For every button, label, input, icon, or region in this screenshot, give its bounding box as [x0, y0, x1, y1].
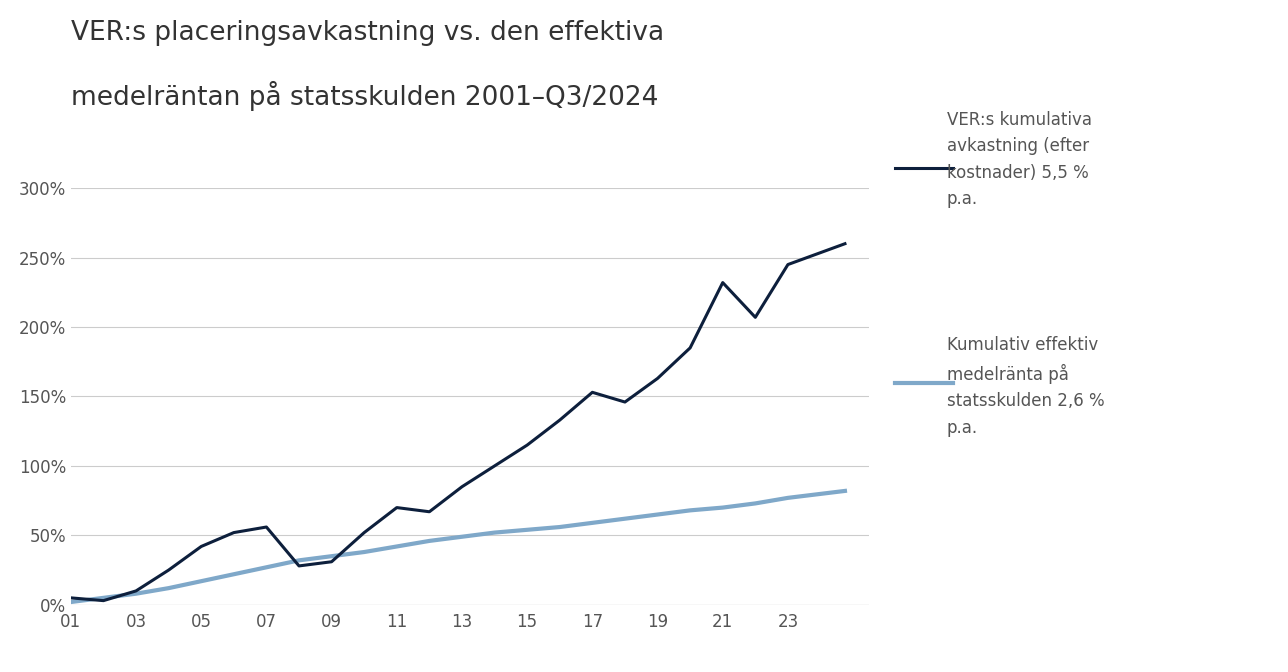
- VER:s kumulativa
avkastning (efter
kostnader) 5,5 %
p.a.: [389, 503, 404, 511]
- VER:s kumulativa
avkastning (efter
kostnader) 5,5 %
p.a.: [455, 482, 470, 491]
- VER:s kumulativa
avkastning (efter
kostnader) 5,5 %
p.a.: [519, 441, 535, 449]
- Kumulativ effektiv
medelränta på
statsskulden 2,6 %
p.a.: [161, 584, 176, 592]
- VER:s kumulativa
avkastning (efter
kostnader) 5,5 %
p.a.: [227, 529, 242, 537]
- Kumulativ effektiv
medelränta på
statsskulden 2,6 %
p.a.: [357, 548, 372, 556]
- Kumulativ effektiv
medelränta på
statsskulden 2,6 %
p.a.: [585, 519, 600, 527]
- Kumulativ effektiv
medelränta på
statsskulden 2,6 %
p.a.: [683, 506, 698, 514]
- VER:s kumulativa
avkastning (efter
kostnader) 5,5 %
p.a.: [291, 562, 307, 570]
- VER:s kumulativa
avkastning (efter
kostnader) 5,5 %
p.a.: [553, 416, 568, 424]
- VER:s kumulativa
avkastning (efter
kostnader) 5,5 %
p.a.: [129, 587, 144, 595]
- Line: VER:s kumulativa
avkastning (efter
kostnader) 5,5 %
p.a.: VER:s kumulativa avkastning (efter kostn…: [71, 244, 845, 601]
- VER:s kumulativa
avkastning (efter
kostnader) 5,5 %
p.a.: [161, 566, 176, 574]
- Kumulativ effektiv
medelränta på
statsskulden 2,6 %
p.a.: [747, 499, 762, 507]
- Kumulativ effektiv
medelränta på
statsskulden 2,6 %
p.a.: [95, 594, 111, 602]
- VER:s kumulativa
avkastning (efter
kostnader) 5,5 %
p.a.: [259, 523, 274, 531]
- VER:s kumulativa
avkastning (efter
kostnader) 5,5 %
p.a.: [715, 279, 730, 287]
- Text: VER:s kumulativa
avkastning (efter
kostnader) 5,5 %
p.a.: VER:s kumulativa avkastning (efter kostn…: [947, 111, 1092, 208]
- VER:s kumulativa
avkastning (efter
kostnader) 5,5 %
p.a.: [781, 261, 796, 269]
- Kumulativ effektiv
medelränta på
statsskulden 2,6 %
p.a.: [421, 537, 437, 545]
- Text: Kumulativ effektiv
medelränta på
statsskulden 2,6 %
p.a.: Kumulativ effektiv medelränta på statssk…: [947, 336, 1104, 437]
- Kumulativ effektiv
medelränta på
statsskulden 2,6 %
p.a.: [389, 542, 404, 550]
- VER:s kumulativa
avkastning (efter
kostnader) 5,5 %
p.a.: [585, 388, 600, 396]
- VER:s kumulativa
avkastning (efter
kostnader) 5,5 %
p.a.: [683, 344, 698, 352]
- Kumulativ effektiv
medelränta på
statsskulden 2,6 %
p.a.: [63, 598, 79, 606]
- Kumulativ effektiv
medelränta på
statsskulden 2,6 %
p.a.: [715, 503, 730, 511]
- VER:s kumulativa
avkastning (efter
kostnader) 5,5 %
p.a.: [650, 374, 666, 382]
- Kumulativ effektiv
medelränta på
statsskulden 2,6 %
p.a.: [227, 571, 242, 579]
- VER:s kumulativa
avkastning (efter
kostnader) 5,5 %
p.a.: [357, 529, 372, 537]
- VER:s kumulativa
avkastning (efter
kostnader) 5,5 %
p.a.: [193, 542, 209, 550]
- Text: VER:s placeringsavkastning vs. den effektiva: VER:s placeringsavkastning vs. den effek…: [71, 20, 665, 46]
- VER:s kumulativa
avkastning (efter
kostnader) 5,5 %
p.a.: [63, 594, 79, 602]
- VER:s kumulativa
avkastning (efter
kostnader) 5,5 %
p.a.: [617, 398, 632, 406]
- Kumulativ effektiv
medelränta på
statsskulden 2,6 %
p.a.: [259, 563, 274, 571]
- Kumulativ effektiv
medelränta på
statsskulden 2,6 %
p.a.: [129, 589, 144, 597]
- Kumulativ effektiv
medelränta på
statsskulden 2,6 %
p.a.: [781, 494, 796, 502]
- Kumulativ effektiv
medelränta på
statsskulden 2,6 %
p.a.: [837, 487, 853, 495]
- Kumulativ effektiv
medelränta på
statsskulden 2,6 %
p.a.: [193, 577, 209, 585]
- VER:s kumulativa
avkastning (efter
kostnader) 5,5 %
p.a.: [323, 558, 339, 566]
- VER:s kumulativa
avkastning (efter
kostnader) 5,5 %
p.a.: [95, 597, 111, 605]
- Kumulativ effektiv
medelränta på
statsskulden 2,6 %
p.a.: [323, 552, 339, 560]
- Text: medelräntan på statsskulden 2001–Q3/2024: medelräntan på statsskulden 2001–Q3/2024: [71, 81, 658, 111]
- Kumulativ effektiv
medelränta på
statsskulden 2,6 %
p.a.: [455, 533, 470, 541]
- VER:s kumulativa
avkastning (efter
kostnader) 5,5 %
p.a.: [837, 240, 853, 248]
- Kumulativ effektiv
medelränta på
statsskulden 2,6 %
p.a.: [650, 511, 666, 519]
- Kumulativ effektiv
medelränta på
statsskulden 2,6 %
p.a.: [519, 526, 535, 534]
- VER:s kumulativa
avkastning (efter
kostnader) 5,5 %
p.a.: [421, 508, 437, 516]
- Kumulativ effektiv
medelränta på
statsskulden 2,6 %
p.a.: [553, 523, 568, 531]
- Line: Kumulativ effektiv
medelränta på
statsskulden 2,6 %
p.a.: Kumulativ effektiv medelränta på statssk…: [71, 491, 845, 602]
- Kumulativ effektiv
medelränta på
statsskulden 2,6 %
p.a.: [291, 556, 307, 564]
- VER:s kumulativa
avkastning (efter
kostnader) 5,5 %
p.a.: [747, 313, 762, 321]
- Kumulativ effektiv
medelränta på
statsskulden 2,6 %
p.a.: [487, 529, 502, 537]
- Kumulativ effektiv
medelränta på
statsskulden 2,6 %
p.a.: [617, 515, 632, 523]
- VER:s kumulativa
avkastning (efter
kostnader) 5,5 %
p.a.: [487, 462, 502, 470]
